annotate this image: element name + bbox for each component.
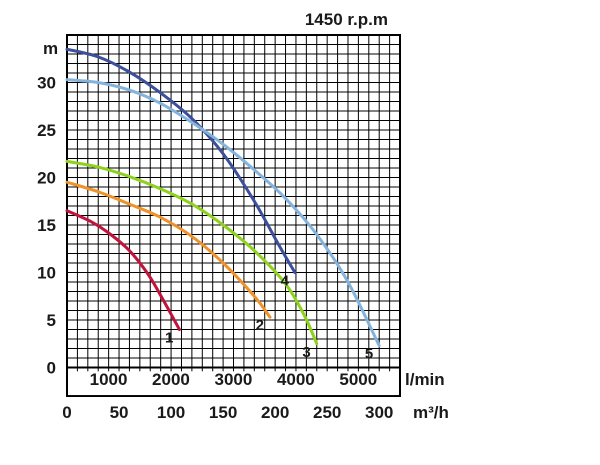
x-tick-volume-label: 200	[261, 403, 289, 422]
pump-curve-3	[65, 159, 319, 346]
x-axis-volume-unit: m³/h	[413, 403, 449, 422]
x-tick-flow-label: 1000	[90, 370, 128, 389]
speed-label: 1450 r.p.m	[305, 10, 388, 29]
x-tick-volume-label: 250	[313, 403, 341, 422]
y-axis-unit: m	[43, 39, 58, 58]
text-layer: 1450 r.p.m m l/min m³/h 0510152025301000…	[37, 10, 449, 422]
curve-label-4: 4	[281, 273, 290, 290]
y-tick-label: 5	[47, 311, 56, 330]
curve-label-5: 5	[365, 346, 373, 363]
curve-label-3: 3	[302, 344, 310, 361]
pump-curve-2	[65, 180, 272, 319]
y-tick-label: 25	[37, 121, 56, 140]
x-tick-flow-label: 5000	[339, 370, 377, 389]
x-tick-volume-label: 0	[62, 403, 71, 422]
x-tick-flow-label: 2000	[152, 370, 190, 389]
y-tick-label: 20	[37, 169, 56, 188]
curve-layer	[65, 47, 381, 348]
x-tick-flow-label: 3000	[214, 370, 252, 389]
y-tick-label: 10	[37, 264, 56, 283]
y-tick-label: 30	[37, 74, 56, 93]
pump-curve-4	[65, 47, 297, 274]
flow-label-band	[68, 371, 399, 396]
x-tick-volume-label: 150	[209, 403, 237, 422]
pump-curve-1	[65, 209, 181, 331]
curve-label-2: 2	[256, 317, 264, 334]
curve-label-1: 1	[165, 330, 173, 347]
pump-curve-5	[65, 78, 381, 348]
y-tick-label: 0	[47, 359, 56, 378]
x-tick-volume-label: 100	[157, 403, 185, 422]
y-tick-label: 15	[37, 216, 56, 235]
plot-frame	[66, 34, 401, 397]
x-tick-volume-label: 300	[365, 403, 393, 422]
x-axis-flow-unit: l/min	[405, 370, 445, 389]
chart-grid	[66, 34, 401, 397]
x-tick-flow-label: 4000	[277, 370, 315, 389]
x-tick-volume-label: 50	[110, 403, 129, 422]
